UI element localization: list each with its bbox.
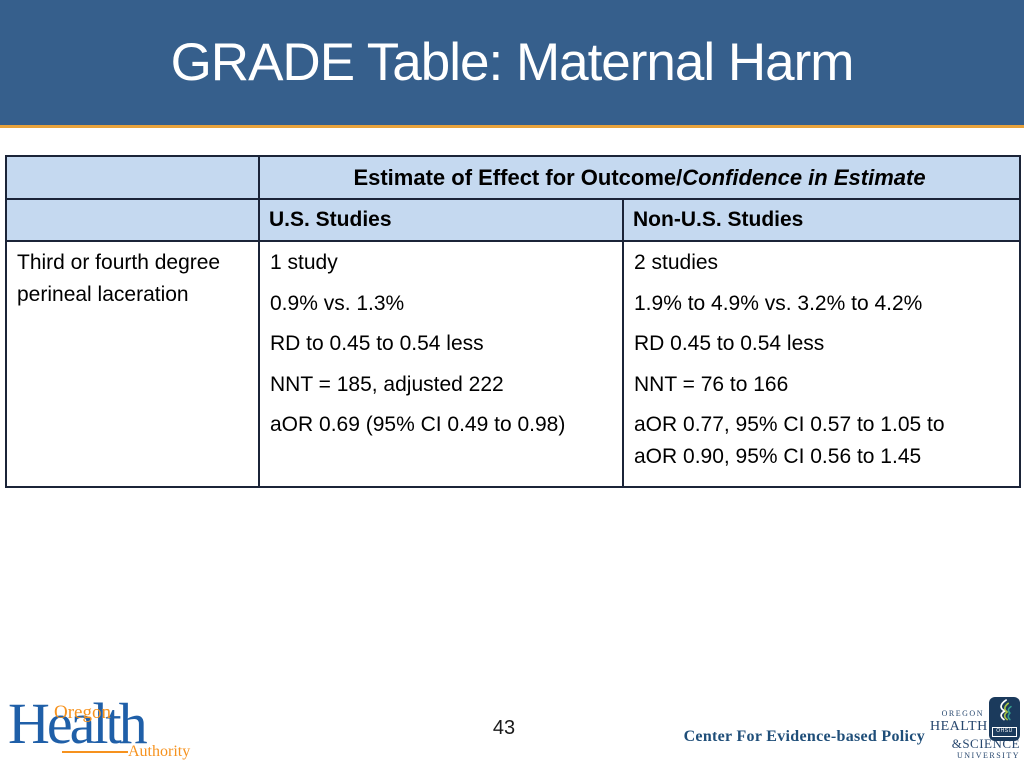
ohsu-health-text: HEALTH bbox=[930, 719, 988, 734]
non-us-studies-header: Non-U.S. Studies bbox=[622, 198, 1021, 242]
oha-health-wordmark: Health bbox=[8, 691, 148, 756]
oha-authority-wordmark: Authority bbox=[128, 743, 191, 760]
empty-header-cell bbox=[5, 198, 260, 242]
page-number: 43 bbox=[492, 717, 516, 739]
empty-header-cell bbox=[5, 155, 260, 200]
ohsu-flame-icon bbox=[999, 699, 1012, 721]
non-us-line: 2 studies bbox=[634, 251, 719, 274]
ohsu-logo: OREGON HEALTH &SCIENCE UNIVERSITY OHSU bbox=[930, 697, 1020, 763]
ohsu-badge-label: OHSU bbox=[992, 727, 1017, 737]
ohsu-oregon-text: OREGON bbox=[941, 709, 984, 718]
table-header-row: Estimate of Effect for Outcome/Confidenc… bbox=[5, 155, 1021, 200]
non-us-line: RD 0.45 to 0.54 less bbox=[634, 332, 825, 355]
slide-title: GRADE Table: Maternal Harm bbox=[170, 33, 855, 92]
us-line: NNT = 185, adjusted 222 bbox=[270, 372, 504, 396]
ohsu-university-text: UNIVERSITY bbox=[957, 751, 1020, 760]
us-line: 0.9% vs. 1.3% bbox=[270, 291, 405, 315]
center-evidence-based-policy-text: Center For Evidence-based Policy bbox=[683, 728, 925, 745]
ohsu-badge: OHSU bbox=[989, 697, 1020, 741]
table-subheader-row: U.S. Studies Non-U.S. Studies bbox=[5, 198, 1021, 242]
grade-table: Estimate of Effect for Outcome/Confidenc… bbox=[5, 155, 1021, 488]
title-bar: GRADE Table: Maternal Harm bbox=[0, 0, 1024, 125]
non-us-studies-cell: 2 studies 1.9% to 4.9% vs. 3.2% to 4.2% … bbox=[622, 240, 1021, 488]
us-line: aOR 0.69 (95% CI 0.49 to 0.98) bbox=[270, 413, 566, 436]
table-row: Third or fourth degree perineal lacerati… bbox=[5, 240, 1021, 488]
merged-header-italic: Confidence in Estimate bbox=[682, 164, 926, 190]
us-line: RD to 0.45 to 0.54 less bbox=[270, 332, 484, 355]
oha-divider-line bbox=[62, 751, 128, 753]
non-us-line: 1.9% to 4.9% vs. 3.2% to 4.2% bbox=[634, 291, 923, 315]
non-us-line: aOR 0.77, 95% CI 0.57 to 1.05 to bbox=[634, 413, 945, 436]
outcome-label-cell: Third or fourth degree perineal lacerati… bbox=[5, 240, 260, 488]
non-us-line: aOR 0.90, 95% CI 0.56 to 1.45 bbox=[634, 444, 922, 468]
us-studies-header: U.S. Studies bbox=[258, 198, 624, 242]
oregon-health-authority-logo: Health Oregon Authority bbox=[8, 695, 191, 767]
merged-header-cell: Estimate of Effect for Outcome/Confidenc… bbox=[258, 155, 1021, 200]
oha-oregon-wordmark: Oregon bbox=[54, 702, 111, 723]
merged-header-normal: Estimate of Effect for Outcome/ bbox=[353, 164, 683, 190]
non-us-line: NNT = 76 to 166 bbox=[634, 372, 789, 396]
title-accent-line bbox=[0, 125, 1024, 128]
us-studies-cell: 1 study 0.9% vs. 1.3% RD to 0.45 to 0.54… bbox=[258, 240, 624, 488]
us-line: 1 study bbox=[270, 251, 338, 274]
